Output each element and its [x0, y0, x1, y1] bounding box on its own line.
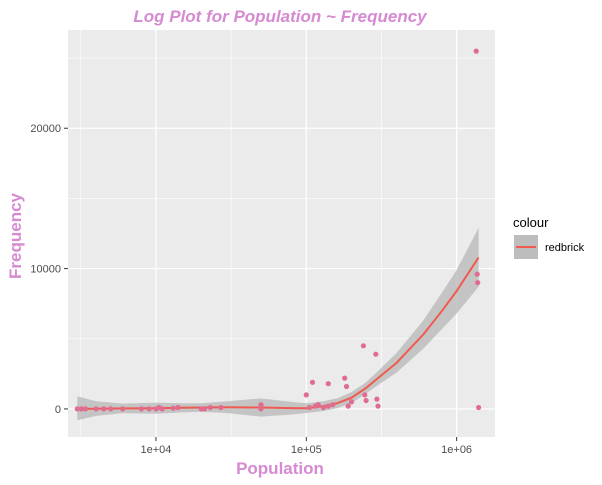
- data-point: [258, 402, 264, 408]
- data-point: [374, 396, 380, 402]
- data-point: [108, 406, 114, 412]
- data-point: [74, 406, 80, 412]
- data-point: [175, 404, 181, 411]
- data-point: [474, 271, 480, 277]
- legend-title: colour: [513, 215, 549, 230]
- data-point: [362, 392, 368, 398]
- data-point: [343, 383, 350, 390]
- data-point: [345, 403, 351, 409]
- data-point: [93, 406, 99, 412]
- data-point: [342, 375, 348, 381]
- confidence-ribbon: [77, 227, 479, 421]
- legend-entry-label: redbrick: [545, 242, 585, 254]
- data-point: [475, 280, 481, 286]
- data-point: [363, 397, 369, 404]
- data-point: [218, 404, 224, 411]
- data-point: [159, 406, 165, 412]
- data-point: [360, 343, 366, 349]
- data-point: [306, 404, 313, 411]
- data-point: [120, 406, 126, 412]
- data-point: [146, 406, 152, 412]
- plot-panel: [68, 30, 495, 437]
- data-point: [79, 406, 85, 412]
- legend: colour redbrick: [513, 215, 585, 259]
- minor-grid: [68, 30, 495, 437]
- data-point: [201, 406, 207, 412]
- data-point: [375, 403, 381, 409]
- x-tick-label: 1e+05: [291, 444, 322, 456]
- data-point: [309, 379, 316, 385]
- major-grid: [68, 30, 495, 437]
- x-axis-ticks: 1e+04 1e+05 1e+06: [140, 437, 472, 456]
- y-axis-title: Frequency: [6, 192, 25, 279]
- data-point: [315, 402, 321, 408]
- y-axis-ticks: 0 10000 20000: [30, 123, 68, 416]
- data-point: [101, 406, 107, 412]
- data-point: [320, 404, 326, 411]
- data-points: [74, 48, 482, 412]
- data-point: [303, 392, 309, 398]
- data-point: [82, 406, 89, 412]
- x-tick-label: 1e+04: [140, 444, 171, 456]
- y-tick-label: 10000: [30, 264, 61, 276]
- chart-title: Log Plot for Population ~ Frequency: [133, 7, 428, 26]
- y-tick-label: 20000: [30, 123, 61, 135]
- data-point: [138, 406, 144, 412]
- data-point: [373, 351, 379, 357]
- data-point: [473, 48, 479, 54]
- data-point: [207, 404, 213, 411]
- data-point: [348, 399, 355, 405]
- data-point: [325, 381, 331, 387]
- x-axis-title: Population: [236, 459, 324, 478]
- data-point: [258, 406, 264, 412]
- confidence-band: [77, 227, 479, 421]
- x-tick-label: 1e+06: [441, 444, 472, 456]
- data-point: [170, 405, 176, 411]
- data-point: [476, 404, 482, 411]
- data-point: [330, 402, 336, 408]
- data-point: [325, 403, 331, 409]
- y-tick-label: 0: [55, 404, 61, 416]
